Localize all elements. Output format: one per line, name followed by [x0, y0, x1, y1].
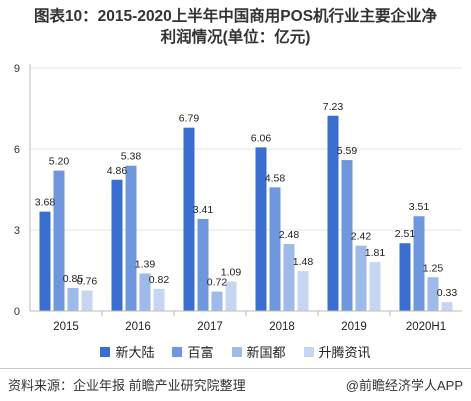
data-label: 3.51 [409, 201, 430, 213]
bar [67, 288, 79, 311]
legend-label-series-2: 百富 [187, 345, 214, 360]
data-label: 5.38 [121, 151, 142, 163]
data-label: 1.25 [423, 262, 444, 274]
data-label: 0.82 [149, 274, 170, 286]
chart-title: 图表10：2015-2020上半年中国商用POS机行业主要企业净 利润情况(单位… [0, 6, 471, 48]
data-label: 1.48 [293, 256, 314, 268]
data-label: 3.68 [35, 197, 56, 209]
bar [297, 271, 309, 311]
bar [139, 273, 151, 311]
x-tick-label: 2017 [197, 321, 223, 333]
data-label: 4.86 [107, 165, 128, 177]
bar [269, 187, 281, 311]
y-tick-label: 3 [14, 225, 20, 237]
data-label: 5.59 [337, 145, 358, 157]
bar-chart: 3.68 5.20 0.850.76 4.86 5.38 1.39 0.82 6.79 3.41… [14, 63, 462, 333]
bar [153, 288, 165, 311]
x-tick-label: 2019 [341, 321, 367, 333]
legend-label-series-3: 新国都 [246, 345, 286, 360]
chart-title-line2: 利润情况(单位：亿元) [160, 29, 311, 46]
x-tick-label: 2015 [53, 321, 79, 333]
data-label: 0.85 [63, 273, 84, 285]
data-label: 5.20 [49, 156, 70, 168]
legend-swatch-series-2 [172, 346, 183, 357]
x-tick-label: 2020H1 [406, 321, 446, 333]
source-note: 资料来源：企业年报 前瞻产业研究院整理 [8, 378, 246, 393]
chart-title-line1: 图表10：2015-2020上半年中国商用POS机行业主要企业净 [33, 8, 438, 25]
bar [369, 262, 381, 311]
legend-swatch-series-3 [231, 346, 242, 357]
legend-item-series-1: 新大陆 [100, 342, 154, 361]
y-tick-label: 0 [14, 306, 20, 318]
bar [81, 290, 93, 311]
legend-label-series-4: 升腾资讯 [318, 345, 371, 360]
data-label: 1.81 [365, 247, 386, 259]
chart-footer: 资料来源：企业年报 前瞻产业研究院整理 @前瞻经济学人APP [0, 368, 471, 401]
data-label: 0.72 [207, 277, 228, 289]
x-tick-label: 2018 [269, 321, 295, 333]
legend-swatch-series-1 [100, 346, 111, 357]
data-label: 1.39 [135, 258, 156, 270]
chart-legend: 新大陆 百富 新国都 升腾资讯 [0, 342, 471, 361]
bar [111, 179, 123, 311]
bar [441, 302, 453, 311]
legend-item-series-3: 新国都 [231, 342, 286, 361]
brand-credit: @前瞻经济学人APP [345, 378, 463, 393]
data-label: 7.23 [323, 101, 344, 113]
y-tick-label: 6 [14, 144, 20, 156]
bar [283, 244, 295, 311]
data-label: 6.79 [179, 113, 200, 125]
bar [183, 127, 195, 311]
data-label: 0.33 [437, 287, 458, 299]
legend-label-series-1: 新大陆 [115, 345, 155, 360]
bar [427, 277, 439, 311]
bar [39, 211, 51, 311]
bar [125, 165, 137, 311]
data-label: 2.48 [279, 229, 300, 241]
data-label: 1.09 [221, 267, 242, 279]
bar [341, 160, 353, 311]
legend-item-series-4: 升腾资讯 [303, 342, 371, 361]
bar [197, 218, 209, 311]
data-label: 2.42 [351, 231, 372, 243]
data-label: 4.58 [265, 172, 286, 184]
bar [413, 216, 425, 311]
bar [53, 170, 65, 311]
bar [255, 147, 267, 311]
data-label: 0.76 [77, 275, 98, 287]
legend-swatch-series-4 [303, 346, 314, 357]
bar [211, 291, 223, 311]
data-label: 6.06 [251, 132, 272, 144]
bar [399, 243, 411, 311]
bar [327, 115, 339, 311]
data-label: 2.51 [395, 228, 416, 240]
bar [355, 245, 367, 311]
bar [225, 281, 237, 311]
data-label: 3.41 [193, 204, 214, 216]
x-tick-label: 2016 [125, 321, 151, 333]
y-tick-label: 9 [14, 63, 20, 75]
legend-item-series-2: 百富 [172, 342, 214, 361]
